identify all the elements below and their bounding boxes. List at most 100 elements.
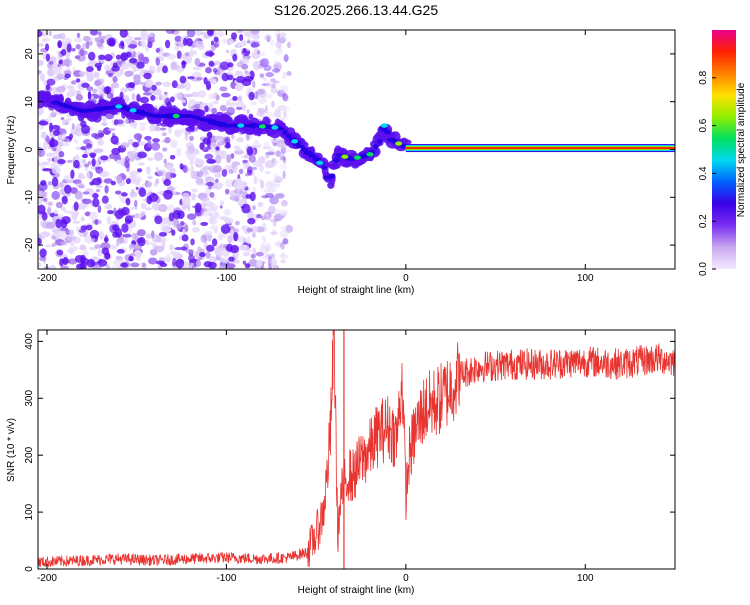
noise-blob-strong <box>220 224 231 234</box>
noise-blob <box>265 72 275 78</box>
ridge-core <box>282 129 288 136</box>
noise-blob <box>82 35 91 42</box>
noise-blob <box>66 235 77 242</box>
noise-blob <box>132 66 137 73</box>
noise-blob <box>38 146 43 155</box>
ridge-blob <box>192 109 206 117</box>
noise-blob <box>284 148 292 153</box>
noise-blob <box>204 146 212 150</box>
noise-blob <box>229 102 237 107</box>
colorbar-label: Normalized spectral amplitude <box>736 82 747 217</box>
noise-blob <box>172 257 177 267</box>
noise-blob <box>133 133 143 140</box>
noise-blob <box>176 223 182 231</box>
noise-blob <box>282 110 287 118</box>
noise-blob <box>178 128 185 134</box>
noise-blob <box>129 194 136 199</box>
noise-blob-strong <box>38 237 42 246</box>
noise-blob <box>287 41 292 49</box>
noise-blob <box>211 107 217 114</box>
noise-blob <box>155 81 162 86</box>
noise-blob-strong <box>111 65 120 72</box>
x-tick-label: 0 <box>403 273 409 284</box>
tone-core <box>405 147 675 150</box>
noise-blob <box>196 76 203 81</box>
noise-blob-strong <box>230 32 238 40</box>
noise-blob <box>273 172 278 179</box>
noise-blob <box>95 188 101 193</box>
noise-blob-strong <box>211 238 218 247</box>
noise-blob <box>257 63 264 69</box>
noise-blob <box>199 197 210 202</box>
noise-blob <box>274 88 279 93</box>
noise-blob <box>269 218 279 223</box>
snr-y-label: SNR (10 * v/v) <box>6 418 17 482</box>
noise-blob <box>267 71 272 79</box>
noise-blob <box>74 55 81 60</box>
noise-blob <box>225 217 234 225</box>
noise-blob <box>223 208 232 216</box>
noise-blob <box>55 201 63 209</box>
noise-blob-strong <box>248 91 255 101</box>
noise-blob <box>42 168 52 172</box>
noise-blob-strong <box>48 122 53 133</box>
noise-blob <box>193 50 197 55</box>
noise-blob <box>120 174 127 180</box>
ridge-core <box>296 144 306 149</box>
noise-blob <box>271 100 275 108</box>
noise-blob-strong <box>169 154 176 160</box>
noise-blob <box>51 242 56 247</box>
noise-blob <box>234 228 239 234</box>
noise-blob <box>269 196 279 205</box>
noise-blob <box>280 154 285 161</box>
x-tick-label: -200 <box>37 573 57 584</box>
noise-blob-strong <box>121 223 129 233</box>
noise-blob <box>137 168 143 173</box>
noise-blob <box>131 232 136 241</box>
noise-blob <box>236 106 243 111</box>
noise-blob <box>61 37 72 44</box>
spectrogram-x-ticks: -200 -100 0 100 <box>37 30 594 284</box>
noise-blob-strong <box>206 158 216 164</box>
noise-blob <box>156 191 165 195</box>
noise-blob <box>146 242 155 246</box>
ridge-hotspot <box>316 160 324 166</box>
noise-blob-strong <box>169 96 175 103</box>
noise-blob <box>257 144 262 148</box>
noise-blob <box>161 217 170 225</box>
noise-blob <box>133 37 142 41</box>
noise-blob <box>221 257 229 264</box>
noise-blob <box>152 202 160 211</box>
noise-blob-strong <box>92 193 99 199</box>
noise-blob <box>236 42 242 48</box>
noise-blob <box>164 136 171 144</box>
noise-blob-strong <box>136 93 141 102</box>
noise-blob-strong <box>38 30 43 38</box>
noise-blob-strong <box>155 260 165 265</box>
noise-blob <box>189 50 195 58</box>
noise-blob <box>63 210 72 214</box>
noise-blob-strong <box>204 51 215 57</box>
noise-blob-strong <box>110 180 116 186</box>
noise-blob <box>137 122 147 126</box>
noise-blob <box>256 259 263 268</box>
noise-blob <box>234 259 240 264</box>
noise-blob <box>265 80 271 89</box>
noise-blob <box>268 148 276 156</box>
noise-blob <box>190 238 195 246</box>
noise-blob-strong <box>81 82 90 88</box>
noise-blob <box>179 221 185 226</box>
noise-blob <box>272 219 277 228</box>
noise-blob <box>189 158 194 166</box>
noise-blob-strong <box>215 146 220 151</box>
noise-blob <box>216 30 225 38</box>
ridge-core <box>308 154 317 158</box>
noise-blob <box>110 265 121 269</box>
noise-blob <box>129 170 139 177</box>
noise-blob <box>269 257 278 267</box>
noise-blob <box>38 162 42 167</box>
noise-blob <box>272 64 280 69</box>
noise-blob <box>47 157 53 162</box>
noise-blob <box>72 220 81 224</box>
noise-blob <box>87 61 97 67</box>
